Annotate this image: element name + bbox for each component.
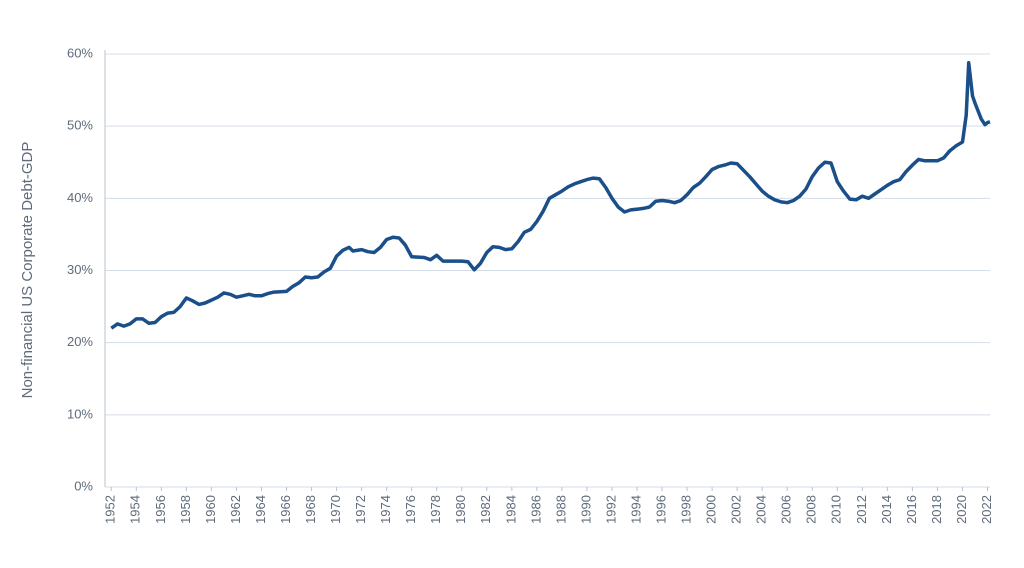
y-axis-label: Non-financial US Corporate Debt-GDP [19, 142, 36, 399]
y-tick-label: 40% [67, 190, 93, 205]
x-tick-label: 2010 [829, 495, 844, 524]
x-tick-label: 1994 [628, 495, 643, 524]
x-tick-label: 1960 [203, 495, 218, 524]
x-tick-label: 2008 [804, 495, 819, 524]
x-tick-label: 2016 [904, 495, 919, 524]
line [110, 60, 991, 330]
x-tick-label: 1976 [403, 495, 418, 524]
y-tick-label: 60% [67, 45, 93, 60]
y-tick-label: 0% [74, 478, 93, 493]
x-tick-label: 2004 [754, 495, 769, 524]
x-tick-label: 1962 [228, 495, 243, 524]
x-tick-label: 1964 [253, 495, 268, 524]
x-tick-label: 2002 [729, 495, 744, 524]
x-tick-label: 1984 [503, 495, 518, 524]
x-tick-label: 1986 [528, 495, 543, 524]
x-tick-label: 1974 [378, 495, 393, 524]
x-tick-label: 1980 [453, 495, 468, 524]
x-tick-label: 1998 [679, 495, 694, 524]
x-tick-label: 2006 [779, 495, 794, 524]
y-tick-label: 10% [67, 406, 93, 421]
x-tick-label: 2022 [979, 495, 994, 524]
x-tick-label: 1954 [128, 495, 143, 524]
x-tick-label: 1968 [303, 495, 318, 524]
x-tick-label: 1990 [578, 495, 593, 524]
x-tick-label: 1988 [553, 495, 568, 524]
y-tick-label: 20% [67, 334, 93, 349]
x-tick-label: 2020 [954, 495, 969, 524]
x-tick-label: 1952 [103, 495, 118, 524]
x-tick-label: 2018 [929, 495, 944, 524]
x-tick-label: 1958 [178, 495, 193, 524]
y-tick-label: 50% [67, 118, 93, 133]
x-tick-label: 1982 [478, 495, 493, 524]
x-tick-label: 1956 [153, 495, 168, 524]
x-tick-label: 1978 [428, 495, 443, 524]
y-tick-label: 30% [67, 262, 93, 277]
x-tick-label: 1970 [328, 495, 343, 524]
x-tick-label: 1966 [278, 495, 293, 524]
x-tick-label: 2014 [879, 495, 894, 524]
x-tick-label: 1972 [353, 495, 368, 524]
x-tick-label: 1996 [653, 495, 668, 524]
x-tick-label: 2000 [704, 495, 719, 524]
x-tick-label: 1992 [603, 495, 618, 524]
x-tick-label: 2012 [854, 495, 869, 524]
